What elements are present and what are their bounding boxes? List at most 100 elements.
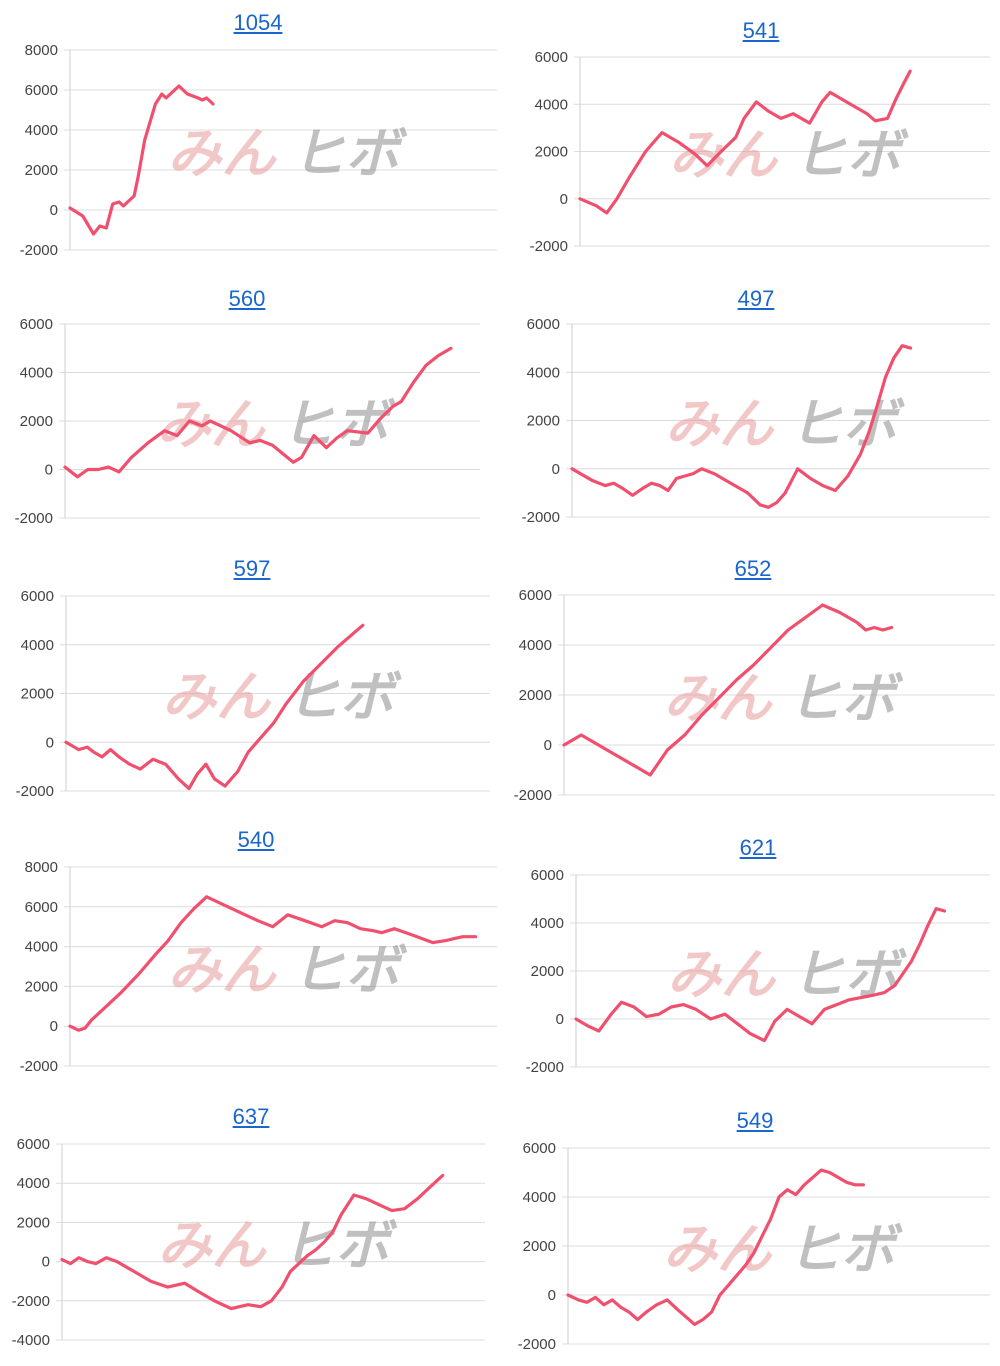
watermark-logo: みん ヒボ [665, 393, 905, 456]
y-tick-label: 6000 [519, 587, 552, 604]
y-tick-label: 2000 [519, 687, 552, 704]
chart-title-link[interactable]: 560 [228, 286, 266, 311]
chart-title-link[interactable]: 1054 [233, 10, 283, 35]
watermark-text-part2: ヒボ [292, 122, 408, 185]
y-tick-label: 0 [45, 462, 53, 479]
series-line [566, 1168, 865, 1326]
chart-panel-5: 597 -2000 0 2000 4000 6000 みん ヒボ [0, 544, 500, 816]
line-chart: -2000 0 2000 4000 6000 8000 みん ヒボ [20, 42, 497, 259]
y-tick-label: 4000 [17, 1175, 50, 1192]
y-tick-label: 0 [552, 461, 560, 478]
y-tick-label: 6000 [20, 316, 53, 333]
series-line [570, 344, 913, 509]
y-tick-label: 2000 [535, 144, 568, 161]
y-tick-label: 0 [50, 202, 58, 219]
y-tick-label: -4000 [12, 1332, 50, 1349]
watermark-text-part2: ヒボ [788, 667, 904, 730]
watermark-logo: みん ヒボ [157, 393, 397, 456]
watermark-text-part2: ヒボ [793, 124, 909, 187]
y-tick-label: -2000 [530, 238, 568, 255]
y-tick-label: 2000 [25, 978, 58, 995]
y-tick-label: 0 [544, 737, 552, 754]
y-tick-label: 6000 [535, 49, 568, 66]
watermark-text-part1: みん [158, 1214, 268, 1277]
y-tick-label: 8000 [25, 42, 58, 59]
y-tick-label: -2000 [522, 509, 560, 526]
chart-panel-9: 637 -4000 -2000 0 2000 4000 6000 みん ヒボ [0, 1088, 500, 1366]
watermark-logo: みん ヒボ [669, 124, 909, 187]
watermark-logo: みん ヒボ [667, 943, 907, 1006]
chart-title-link[interactable]: 621 [739, 835, 777, 860]
watermark-text-part1: みん [667, 943, 777, 1006]
y-tick-label: 4000 [527, 364, 560, 381]
chart-panel-8: 621 -2000 0 2000 4000 6000 みん ヒボ [500, 816, 1000, 1088]
y-tick-label: 4000 [25, 122, 58, 139]
y-tick-label: 0 [50, 1018, 58, 1035]
watermark-text-part2: ヒボ [789, 393, 905, 456]
y-tick-label: 2000 [17, 1214, 50, 1231]
y-tick-label: 4000 [25, 939, 58, 956]
line-chart: -2000 0 2000 4000 6000 みん ヒボ [514, 587, 995, 804]
chart-title-link[interactable]: 497 [737, 286, 775, 311]
watermark-text-part2: ヒボ [282, 1214, 398, 1277]
y-tick-label: 4000 [531, 915, 564, 932]
watermark-logo: みん ヒボ [168, 122, 408, 185]
watermark-logo: みん ヒボ [664, 667, 904, 730]
y-tick-label: 6000 [531, 867, 564, 884]
chart-title-link[interactable]: 652 [734, 556, 772, 581]
series-line [64, 623, 365, 791]
y-tick-label: 0 [46, 734, 54, 751]
chart-title-link[interactable]: 549 [736, 1108, 774, 1133]
series-line [68, 895, 478, 1032]
watermark-text-part1: みん [168, 939, 278, 1002]
y-tick-label: 0 [560, 191, 568, 208]
watermark-text-part2: ヒボ [281, 393, 397, 456]
y-tick-label: 6000 [25, 82, 58, 99]
chart-panel-7: 540 -2000 0 2000 4000 6000 8000 みん ヒボ [0, 816, 500, 1088]
series-line [63, 346, 453, 479]
y-tick-label: 6000 [523, 1140, 556, 1157]
chart-panel-3: 560 -2000 0 2000 4000 6000 みん ヒボ [0, 272, 500, 544]
watermark-text-part2: ヒボ [791, 943, 907, 1006]
chart-title-link[interactable]: 541 [742, 18, 780, 43]
watermark-logo: みん ヒボ [663, 1218, 903, 1281]
y-tick-label: 4000 [21, 637, 54, 654]
chart-panel-1: 1054 -2000 0 2000 4000 6000 8000 みん ヒボ [0, 0, 500, 272]
y-tick-label: 0 [556, 1011, 564, 1028]
y-tick-label: -2000 [12, 1293, 50, 1310]
y-tick-label: 2000 [527, 413, 560, 430]
y-tick-label: -2000 [20, 1058, 58, 1075]
y-tick-label: 6000 [17, 1136, 50, 1153]
y-tick-label: 2000 [25, 162, 58, 179]
watermark-text-part2: ヒボ [787, 1218, 903, 1281]
y-tick-label: 8000 [25, 859, 58, 876]
y-tick-label: 6000 [25, 899, 58, 916]
watermark-text-part1: みん [162, 666, 272, 729]
chart-panel-6: 652 -2000 0 2000 4000 6000 みん ヒボ [500, 544, 1000, 816]
y-tick-label: -2000 [514, 787, 552, 804]
series-line [68, 84, 215, 236]
chart-title-link[interactable]: 540 [237, 827, 275, 852]
line-chart: -2000 0 2000 4000 6000 みん ヒボ [522, 316, 990, 526]
chart-panel-4: 497 -2000 0 2000 4000 6000 みん ヒボ [500, 272, 1000, 544]
chart-panel-10: 549 -2000 0 2000 4000 6000 みん ヒボ [500, 1088, 1000, 1366]
series-line [562, 603, 894, 777]
chart-title-link[interactable]: 637 [232, 1104, 270, 1129]
y-tick-label: 2000 [21, 686, 54, 703]
line-chart: -2000 0 2000 4000 6000 みん ヒボ [526, 867, 990, 1076]
y-tick-label: 4000 [519, 637, 552, 654]
series-line [60, 1173, 445, 1311]
y-tick-label: 6000 [21, 588, 54, 605]
watermark-text-part2: ヒボ [286, 666, 402, 729]
watermark-logo: みん ヒボ [158, 1214, 398, 1277]
y-tick-label: -2000 [16, 783, 54, 800]
watermark-text-part1: みん [157, 393, 267, 456]
chart-panel-2: 541 -2000 0 2000 4000 6000 みん ヒボ [500, 0, 1000, 272]
watermark-logo: みん ヒボ [162, 666, 402, 729]
series-line [578, 69, 912, 215]
series-line [574, 906, 947, 1043]
y-tick-label: 0 [548, 1287, 556, 1304]
y-tick-label: 0 [42, 1254, 50, 1271]
chart-title-link[interactable]: 597 [233, 556, 271, 581]
y-tick-label: -2000 [20, 242, 58, 259]
